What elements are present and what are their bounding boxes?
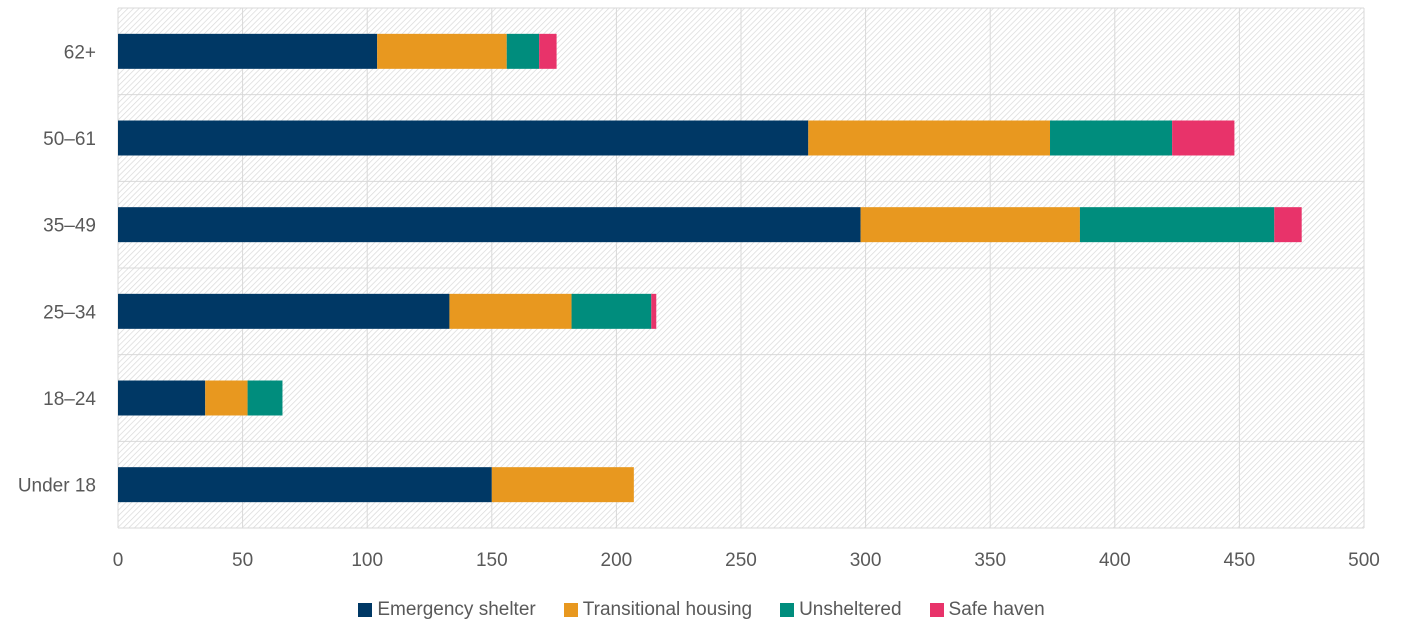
y-tick-label: 62+ bbox=[64, 42, 96, 63]
legend: Emergency shelter Transitional housing Uns… bbox=[0, 596, 1403, 624]
y-tick-label: 50–61 bbox=[43, 129, 96, 150]
legend-item: Transitional housing bbox=[563, 599, 753, 621]
bar-segment bbox=[1050, 120, 1173, 156]
bar-segment bbox=[118, 380, 206, 416]
x-tick-label: 500 bbox=[1348, 550, 1380, 571]
bar-segment bbox=[491, 467, 634, 503]
gridlines bbox=[117, 7, 1365, 529]
bar-segment bbox=[860, 207, 1080, 243]
legend-item: Emergency shelter bbox=[358, 599, 536, 621]
bar-segment bbox=[1079, 207, 1275, 243]
legend-label: Emergency shelter bbox=[377, 599, 536, 620]
legend-swatch bbox=[780, 603, 795, 617]
x-tick-label: 150 bbox=[476, 550, 508, 571]
bar-segment bbox=[1274, 207, 1302, 243]
bar-segment bbox=[571, 293, 652, 329]
y-tick-label: 35–49 bbox=[43, 216, 96, 237]
x-tick-label: 50 bbox=[232, 550, 253, 571]
bar-segment bbox=[651, 293, 657, 329]
bar-segment bbox=[377, 33, 507, 69]
bar-segment bbox=[449, 293, 572, 329]
bar-segment bbox=[808, 120, 1051, 156]
legend-item: Safe haven bbox=[929, 599, 1045, 621]
x-tick-label: 250 bbox=[725, 550, 757, 571]
bar-segment bbox=[539, 33, 557, 69]
bar-segment bbox=[118, 467, 492, 503]
x-tick-label: 300 bbox=[850, 550, 882, 571]
bar-segment bbox=[118, 293, 450, 329]
y-tick-label: Under 18 bbox=[18, 476, 96, 497]
x-tick-label: 350 bbox=[974, 550, 1006, 571]
bars bbox=[118, 33, 1302, 503]
x-tick-label: 400 bbox=[1099, 550, 1131, 571]
bar-segment bbox=[247, 380, 283, 416]
y-axis-tick-labels: 62+ 50–61 35–49 25–34 18–24 Under 18 bbox=[18, 42, 97, 496]
legend-label: Safe haven bbox=[948, 599, 1045, 620]
x-tick-label: 100 bbox=[351, 550, 383, 571]
legend-label: Transitional housing bbox=[582, 599, 753, 620]
bar-segment bbox=[205, 380, 248, 416]
bar-segment bbox=[1172, 120, 1235, 156]
x-tick-label: 200 bbox=[601, 550, 633, 571]
legend-item: Unsheltered bbox=[780, 599, 902, 621]
bar-segment bbox=[118, 33, 378, 69]
x-axis-tick-labels: 0 50 100 150 200 250 300 350 400 450 500 bbox=[113, 550, 1380, 571]
bar-segment bbox=[506, 33, 540, 69]
x-tick-label: 0 bbox=[113, 550, 124, 571]
legend-label: Unsheltered bbox=[799, 599, 902, 620]
legend-swatch bbox=[358, 603, 373, 617]
bar-segment bbox=[118, 207, 861, 243]
y-tick-label: 18–24 bbox=[43, 389, 96, 410]
legend-swatch bbox=[929, 603, 944, 617]
x-tick-label: 450 bbox=[1224, 550, 1256, 571]
bar-segment bbox=[118, 120, 809, 156]
y-tick-label: 25–34 bbox=[43, 302, 96, 323]
legend-swatch bbox=[563, 603, 578, 617]
